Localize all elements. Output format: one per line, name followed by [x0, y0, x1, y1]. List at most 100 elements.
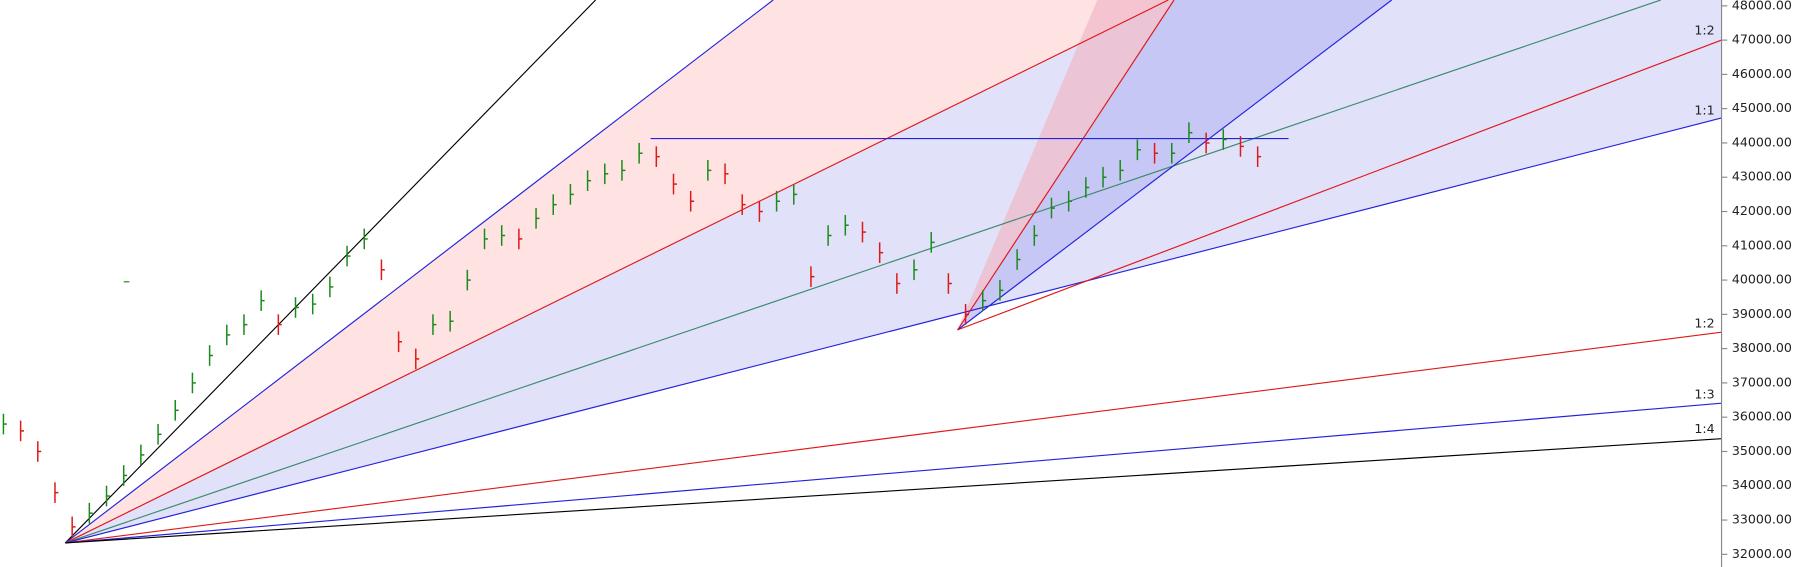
price-bar — [19, 420, 25, 442]
y-tick-label: 33000.00 — [1732, 512, 1792, 527]
y-tick-label: 39000.00 — [1732, 306, 1792, 321]
price-bar — [535, 208, 540, 229]
fan-label: 1:2 — [1694, 316, 1714, 331]
y-tick-label: 41000.00 — [1732, 237, 1792, 252]
price-bar — [569, 184, 574, 205]
price-bar — [586, 170, 592, 191]
price-bar — [432, 314, 437, 335]
price-bar — [363, 228, 368, 250]
price-bar — [243, 314, 248, 335]
price-bar — [397, 331, 403, 353]
price-bar — [71, 516, 76, 538]
fan-line — [957, 0, 1393, 331]
price-bar — [2, 413, 7, 435]
y-tick-label: 42000.00 — [1732, 203, 1792, 218]
price-bar — [1119, 160, 1124, 181]
price-bar — [1239, 136, 1244, 157]
price-bar — [88, 502, 93, 524]
price-bar — [54, 482, 59, 503]
fan-line — [65, 331, 1722, 544]
price-bar — [775, 190, 781, 212]
y-tick-label: 38000.00 — [1732, 340, 1792, 355]
price-bar — [466, 269, 471, 291]
y-tick-label: 37000.00 — [1732, 374, 1792, 389]
price-bar — [1153, 142, 1159, 164]
y-tick-label: 44000.00 — [1732, 134, 1792, 149]
price-bar — [329, 276, 334, 298]
price-bar — [277, 314, 282, 335]
price-bar — [999, 280, 1004, 301]
price-bar — [758, 201, 763, 222]
fan-line — [64, 0, 597, 544]
fan-label: 1:2 — [1694, 22, 1714, 37]
price-bar — [415, 348, 420, 370]
price-bar — [1067, 190, 1073, 212]
y-tick-label: 36000.00 — [1732, 409, 1792, 424]
price-bar — [311, 293, 317, 315]
price-bar — [878, 242, 884, 263]
price-bar — [655, 146, 660, 167]
price-bar — [638, 142, 643, 164]
price-bar — [741, 194, 746, 215]
fan-label: 1:4 — [1694, 421, 1714, 436]
price-bar — [1256, 146, 1262, 167]
price-bar — [174, 400, 179, 421]
fan-fill — [65, 0, 1722, 543]
price-bar — [1188, 122, 1193, 143]
y-tick-label: 47000.00 — [1732, 32, 1792, 47]
fan-label: 1:3 — [1694, 387, 1714, 402]
price-bar — [500, 225, 506, 246]
price-bar — [1171, 142, 1176, 164]
price-bar — [1205, 132, 1210, 154]
price-bar — [604, 163, 609, 185]
price-bar — [861, 221, 866, 243]
gann-fan — [64, 0, 1722, 544]
price-bar — [672, 173, 677, 195]
price-bar — [724, 163, 729, 185]
y-axis-panel — [1721, 0, 1796, 567]
price-bar — [346, 245, 351, 267]
price-bar — [37, 441, 42, 462]
price-bar — [226, 324, 231, 346]
price-bar — [552, 194, 557, 215]
price-bar — [810, 266, 815, 287]
price-bar — [191, 372, 196, 394]
price-bar — [827, 225, 832, 246]
price-bar — [294, 297, 299, 318]
price-bar — [621, 160, 626, 181]
fan-line — [65, 402, 1722, 544]
price-bar — [1033, 225, 1038, 246]
price-bar — [913, 259, 918, 281]
price-bar — [518, 228, 523, 250]
price-bar — [105, 485, 110, 507]
price-bar — [449, 310, 454, 332]
fan-line — [65, 0, 1169, 544]
y-tick-label: 48000.00 — [1732, 0, 1792, 12]
price-bar — [707, 160, 712, 181]
fan-line — [65, 0, 1662, 544]
price-bar — [380, 259, 385, 281]
price-bar — [208, 345, 214, 366]
price-bar — [793, 184, 798, 205]
fan-line — [957, 0, 1175, 331]
y-tick-label: 43000.00 — [1732, 169, 1792, 184]
price-bar — [1102, 166, 1107, 188]
price-bar — [1050, 197, 1055, 219]
fan-label: 1:1 — [1694, 103, 1714, 118]
price-bar — [157, 424, 162, 445]
price-bar — [1136, 139, 1141, 161]
y-tick-label: 34000.00 — [1732, 477, 1792, 492]
fan-line — [957, 39, 1722, 331]
price-bar — [1085, 177, 1090, 198]
y-tick-label: 32000.00 — [1732, 546, 1792, 561]
fan-line — [64, 0, 774, 544]
price-bar — [689, 190, 695, 212]
fan-line — [65, 438, 1722, 544]
price-bar — [964, 304, 970, 325]
price-bar — [1222, 129, 1227, 150]
price-bar — [930, 232, 935, 253]
y-tick-label: 46000.00 — [1732, 66, 1792, 81]
price-bars — [2, 122, 1262, 538]
